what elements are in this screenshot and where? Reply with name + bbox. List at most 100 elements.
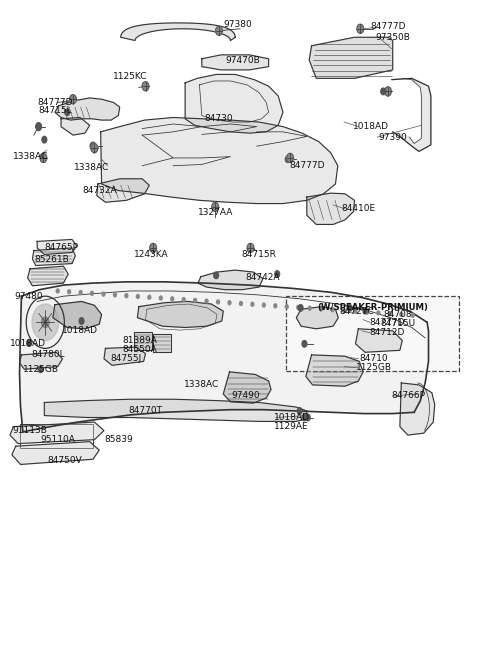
Circle shape — [251, 303, 254, 307]
Circle shape — [240, 301, 242, 305]
Circle shape — [388, 312, 391, 316]
Circle shape — [70, 95, 76, 103]
Polygon shape — [120, 23, 235, 41]
Circle shape — [91, 143, 98, 153]
Circle shape — [205, 299, 208, 303]
Circle shape — [150, 244, 156, 252]
Text: 84715U: 84715U — [380, 319, 415, 328]
Text: 84550A: 84550A — [122, 345, 157, 354]
Circle shape — [114, 293, 116, 297]
Circle shape — [348, 305, 352, 311]
Text: 84777D: 84777D — [370, 22, 406, 31]
Circle shape — [42, 136, 47, 143]
Circle shape — [125, 293, 128, 297]
Circle shape — [214, 272, 218, 278]
Polygon shape — [296, 307, 338, 329]
Text: 95110A: 95110A — [40, 435, 75, 444]
Circle shape — [381, 88, 385, 95]
Circle shape — [331, 308, 334, 312]
Circle shape — [32, 304, 59, 341]
Circle shape — [216, 300, 219, 304]
Polygon shape — [392, 79, 431, 151]
Text: 1327AA: 1327AA — [197, 208, 233, 217]
Polygon shape — [101, 117, 338, 204]
Circle shape — [102, 292, 105, 296]
Polygon shape — [307, 193, 355, 225]
Circle shape — [79, 291, 82, 295]
Circle shape — [171, 297, 174, 301]
Text: 1018AD: 1018AD — [62, 326, 98, 335]
Text: 84727C: 84727C — [339, 307, 374, 316]
Polygon shape — [28, 266, 68, 286]
Circle shape — [36, 122, 41, 130]
Text: 1018AD: 1018AD — [353, 122, 389, 131]
Text: 84712D: 84712D — [369, 328, 405, 337]
Text: 84777D: 84777D — [369, 318, 405, 327]
Circle shape — [400, 312, 403, 316]
Polygon shape — [223, 372, 271, 403]
Circle shape — [27, 340, 32, 346]
Text: 84765P: 84765P — [44, 244, 78, 252]
Circle shape — [68, 290, 71, 293]
Polygon shape — [37, 240, 77, 254]
Circle shape — [216, 26, 222, 35]
Text: (W/SPEAKER-PRIMIUM): (W/SPEAKER-PRIMIUM) — [317, 303, 428, 312]
Text: 85261B: 85261B — [34, 255, 69, 263]
Text: 84715L: 84715L — [38, 107, 72, 115]
Text: 97380: 97380 — [223, 20, 252, 29]
Text: 97480: 97480 — [15, 291, 43, 301]
Text: 1125KC: 1125KC — [113, 72, 147, 81]
Circle shape — [365, 310, 368, 314]
Circle shape — [136, 295, 139, 299]
Text: 1018AD: 1018AD — [274, 413, 310, 422]
Text: 84770T: 84770T — [129, 407, 163, 415]
Circle shape — [343, 309, 346, 312]
Text: 84732A: 84732A — [82, 186, 117, 195]
Text: 81389A: 81389A — [122, 336, 157, 345]
Polygon shape — [198, 270, 263, 290]
Circle shape — [287, 153, 293, 162]
Circle shape — [302, 341, 307, 347]
Text: 97350B: 97350B — [375, 33, 410, 43]
Circle shape — [212, 202, 218, 212]
Text: 1129AE: 1129AE — [274, 422, 309, 431]
Circle shape — [182, 297, 185, 301]
Text: 1125GB: 1125GB — [23, 365, 59, 374]
Text: 84730: 84730 — [204, 114, 233, 123]
Circle shape — [263, 303, 265, 307]
Polygon shape — [97, 179, 149, 202]
Text: 1338AC: 1338AC — [74, 163, 110, 172]
Circle shape — [228, 301, 231, 305]
Circle shape — [194, 299, 197, 303]
Polygon shape — [104, 347, 145, 365]
Circle shape — [90, 142, 96, 150]
Text: 84777D: 84777D — [289, 161, 324, 170]
Text: 84710: 84710 — [360, 354, 388, 364]
Text: 84715R: 84715R — [241, 250, 276, 259]
Circle shape — [91, 291, 94, 295]
Circle shape — [159, 296, 162, 300]
Circle shape — [302, 414, 307, 421]
Polygon shape — [306, 355, 363, 386]
Text: 97470B: 97470B — [225, 56, 260, 65]
Polygon shape — [44, 400, 307, 421]
Text: 1243KA: 1243KA — [134, 250, 169, 259]
Text: 1018AD: 1018AD — [10, 339, 46, 348]
Text: 84777D: 84777D — [37, 98, 72, 107]
Circle shape — [297, 305, 300, 309]
Circle shape — [354, 309, 357, 313]
Circle shape — [65, 109, 70, 115]
Polygon shape — [400, 383, 435, 435]
Text: 84708: 84708 — [383, 310, 412, 319]
Text: 91113B: 91113B — [12, 426, 48, 435]
Circle shape — [298, 305, 303, 311]
Text: 84766P: 84766P — [391, 392, 425, 400]
Circle shape — [148, 295, 151, 299]
Text: 97490: 97490 — [231, 391, 260, 400]
Circle shape — [41, 317, 49, 328]
Circle shape — [411, 313, 414, 317]
Text: 84755J: 84755J — [111, 354, 142, 364]
Text: 1338AC: 1338AC — [13, 152, 48, 161]
Polygon shape — [309, 37, 393, 79]
Text: 1125GB: 1125GB — [356, 364, 392, 373]
